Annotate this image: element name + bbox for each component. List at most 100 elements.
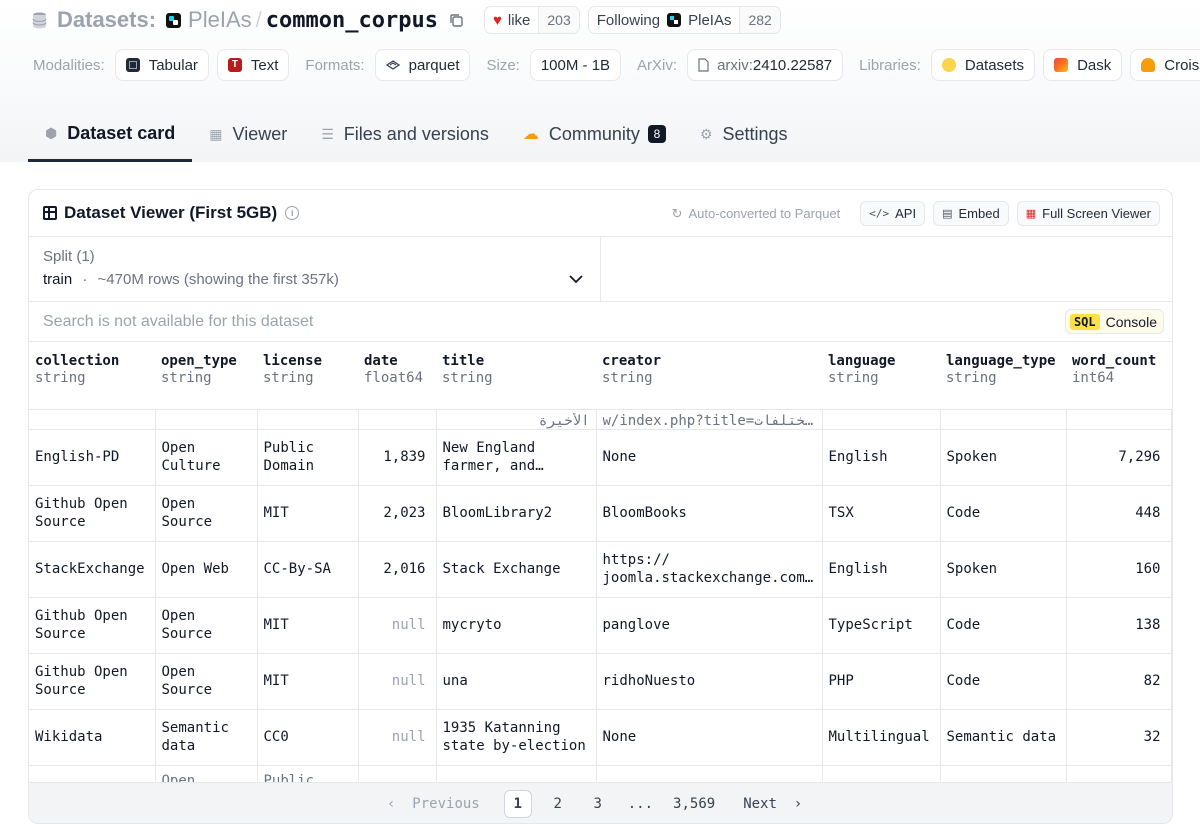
tab-community[interactable]: ☁ Community 8: [506, 108, 683, 160]
table-cell: una: [436, 653, 597, 710]
split-selector[interactable]: Split (1) train · ~470M rows (showing th…: [29, 237, 601, 302]
table-row-partial[interactable]: الأخيرة w/index.php?title=مختلفات…: [29, 409, 1172, 430]
table-cell: 2,023: [358, 485, 437, 542]
split-title: Split (1): [43, 248, 95, 265]
column-header[interactable]: word_count int64: [1066, 342, 1171, 410]
previous-page-button[interactable]: ‹ Previous: [387, 796, 480, 812]
fullscreen-table-icon: ▦: [1025, 208, 1037, 220]
column-header[interactable]: date float64: [358, 342, 436, 410]
table-cell: 138: [1066, 597, 1172, 654]
column-header[interactable]: title string: [436, 342, 596, 410]
table-row[interactable]: StackExchange Open Web CC-By-SA 2,016 St…: [29, 541, 1172, 598]
org-logo-icon: [667, 13, 682, 27]
full-screen-viewer-button[interactable]: ▦ Full Screen Viewer: [1016, 201, 1160, 226]
following-count[interactable]: 282: [739, 7, 780, 33]
copy-icon[interactable]: [449, 13, 464, 28]
following-org: PleIAs: [688, 11, 732, 29]
like-count[interactable]: 203: [538, 7, 579, 33]
table-cell: Spoken: [940, 429, 1067, 486]
api-button[interactable]: </> API: [860, 201, 926, 226]
viewer-title-label: Dataset Viewer (First 5GB): [64, 203, 278, 222]
table-cell: Code: [940, 597, 1067, 654]
repo-title-row: Datasets: PleIAs / common_corpus ♥ like 2…: [32, 4, 789, 36]
data-table-container[interactable]: collection string open_type string license…: [29, 342, 1172, 782]
org-name-link[interactable]: PleIAs: [188, 7, 252, 32]
tag-parquet[interactable]: parquet: [374, 49, 471, 81]
tab-viewer[interactable]: ▦ Viewer: [192, 108, 304, 160]
libraries-label: Libraries:: [859, 56, 921, 74]
split-rows: ~470M rows (showing the first 357k): [97, 271, 339, 288]
tag-parquet-label: parquet: [408, 56, 460, 74]
tabular-icon: [125, 58, 140, 72]
page-button[interactable]: 2: [553, 796, 562, 812]
tab-viewer-label: Viewer: [232, 123, 288, 144]
following-label: Following: [596, 11, 661, 29]
tab-community-label: Community: [548, 123, 640, 144]
size-label: Size:: [486, 56, 520, 74]
table-row[interactable]: Github Open Source Open Source MIT null …: [29, 597, 1172, 654]
tag-tabular[interactable]: Tabular: [114, 49, 209, 81]
tab-dataset-card-label: Dataset card: [67, 123, 176, 143]
column-header[interactable]: license string: [257, 342, 358, 410]
info-icon[interactable]: i: [285, 206, 300, 220]
next-page-button[interactable]: Next ›: [743, 796, 803, 812]
page-button-last[interactable]: 3,569: [673, 796, 716, 812]
console-label: Console: [1105, 313, 1157, 330]
tab-dataset-card[interactable]: ⬢ Dataset card: [28, 108, 193, 162]
datasets-label[interactable]: Datasets:: [57, 7, 157, 32]
column-header[interactable]: collection string: [29, 342, 155, 410]
path-separator: /: [255, 7, 262, 32]
table-row[interactable]: Github Open Source Open Source MIT null …: [29, 653, 1172, 710]
chevron-down-icon[interactable]: [568, 271, 584, 287]
table-cell: 82: [1066, 653, 1172, 710]
column-header[interactable]: language string: [822, 342, 940, 410]
files-icon: ☰: [321, 125, 334, 142]
refresh-icon: ↻: [671, 205, 683, 221]
like-button[interactable]: ♥ like 203: [483, 6, 580, 34]
api-label: API: [895, 206, 917, 221]
modalities-label: Modalities:: [33, 56, 105, 74]
table-cell: Open: [155, 765, 258, 782]
sql-console-button[interactable]: SQL Console: [1064, 309, 1164, 334]
following-button[interactable]: Following PleIAs 282: [587, 6, 781, 34]
repo-name-link[interactable]: common_corpus: [265, 7, 438, 33]
search-disabled-text: Search is not available for this dataset: [43, 313, 314, 330]
tab-files-and-versions[interactable]: ☰ Files and versions: [304, 108, 506, 160]
org-logo-icon: [166, 12, 182, 28]
table-row[interactable]: English-PD Open Culture Public Domain 1,…: [29, 429, 1172, 486]
tag-size[interactable]: 100M - 1B: [529, 49, 622, 81]
tag-croissant[interactable]: Croissant: [1130, 49, 1200, 81]
tag-datasets[interactable]: Datasets: [930, 49, 1036, 81]
viewer-title: Dataset Viewer (First 5GB) i: [43, 203, 300, 223]
column-header[interactable]: open_type string: [155, 342, 257, 410]
embed-button[interactable]: ▤ Embed: [933, 201, 1009, 226]
table-cell-null: null: [358, 653, 437, 710]
column-header[interactable]: language_type string: [940, 342, 1066, 410]
code-icon: </>: [869, 207, 890, 220]
hf-emoji-icon: [941, 58, 956, 72]
tag-text[interactable]: T Text: [216, 49, 290, 81]
page-button-current[interactable]: 1: [503, 790, 532, 818]
table-row-partial[interactable]: Open Public: [29, 765, 1172, 782]
auto-converted-link[interactable]: ↻ Auto-converted to Parquet: [672, 206, 841, 222]
table-cell-null: null: [358, 597, 437, 654]
formats-label: Formats:: [305, 56, 365, 74]
table-cell: Semantic data: [940, 709, 1067, 766]
tab-settings[interactable]: ⚙ Settings: [683, 108, 805, 160]
page-button[interactable]: 3: [593, 796, 602, 812]
repo-header: Datasets: PleIAs / common_corpus ♥ like 2…: [0, 0, 1200, 162]
table-row[interactable]: Wikidata Semantic data CC0 null 1935 Kat…: [29, 709, 1172, 766]
table-cell: Public: [257, 765, 359, 782]
table-row[interactable]: Github Open Source Open Source MIT 2,023…: [29, 485, 1172, 542]
data-table: collection string open_type string license…: [29, 342, 1172, 782]
dask-icon: [1054, 58, 1069, 72]
tag-arxiv[interactable]: arxiv: 2410.22587: [687, 49, 844, 81]
table-cell: New England farmer, and…: [436, 429, 597, 486]
table-cell: BloomBooks: [596, 485, 823, 542]
table-cell: Open Culture: [155, 429, 258, 486]
column-header[interactable]: creator string: [596, 342, 822, 410]
like-label: like: [507, 11, 531, 29]
table-cell: Spoken: [940, 541, 1067, 598]
repo-tabs: ⬢ Dataset card ▦ Viewer ☰ Files and vers…: [28, 108, 805, 162]
tag-dask[interactable]: Dask: [1043, 49, 1123, 81]
